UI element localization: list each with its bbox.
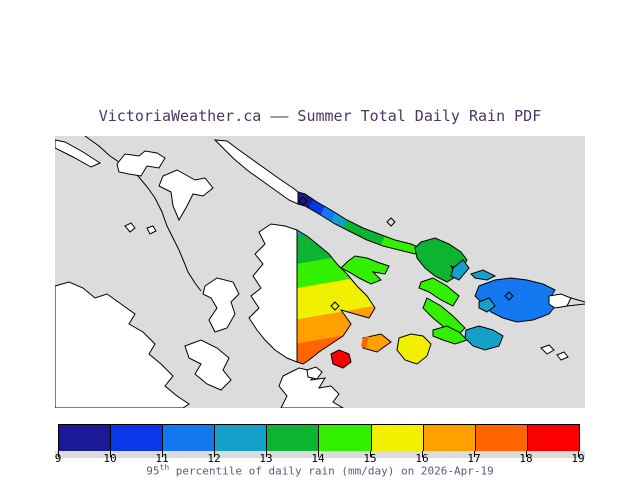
colorbar-tick	[370, 451, 371, 457]
colorbar-tick	[526, 451, 527, 457]
station-marker-icon	[504, 291, 514, 301]
colorbar-tick-label: 13	[259, 452, 273, 465]
white-islet-2	[146, 225, 157, 235]
east-spit-line-1	[570, 297, 585, 303]
lobed-island-center	[340, 255, 390, 285]
colorbar-segment	[110, 425, 163, 451]
mainland-coastline	[84, 136, 202, 292]
colorbar-tick-label: 12	[207, 452, 221, 465]
green-sliver-southeast	[432, 325, 468, 345]
rain-map	[55, 136, 585, 408]
colorbar-tick	[162, 451, 163, 457]
station-markers	[298, 196, 514, 311]
colorbar-tick-label: 19	[571, 452, 585, 465]
twin-island-north	[418, 277, 460, 307]
colorbar-tick-label: 17	[467, 452, 481, 465]
colorbar-tick	[266, 451, 267, 457]
colorbar-tick	[58, 451, 59, 457]
station-marker-icon	[298, 196, 308, 206]
white-island-northwest-1	[116, 150, 166, 177]
large-land-no-data-west	[55, 281, 190, 408]
coastlines	[55, 136, 585, 408]
station-marker-icon	[386, 217, 396, 227]
red-islet	[330, 349, 352, 369]
caption-prefix: 95	[146, 464, 160, 478]
island-east-teal-edge	[450, 259, 470, 281]
central-island-colored	[296, 229, 376, 365]
caption-superscript: th	[159, 463, 170, 472]
yellow-islet	[396, 333, 432, 365]
colorbar-tick	[318, 451, 319, 457]
white-islet-southeast-1	[540, 344, 555, 355]
white-island-northwest-2	[158, 169, 214, 222]
white-islet-south	[306, 366, 323, 380]
colorbar	[58, 424, 580, 452]
colorbar-segment	[422, 425, 475, 451]
caption-suffix: percentile of daily rain (mm/day) on 202…	[169, 464, 494, 478]
central-island-white-part	[248, 223, 298, 363]
colorbar-tick-label: 10	[103, 452, 117, 465]
east-spit-line-2	[566, 303, 585, 307]
teal-sliver-east	[470, 269, 497, 281]
white-islet-southeast-2	[556, 351, 569, 361]
colorbar-tick	[422, 451, 423, 457]
colorbar-segment	[318, 425, 371, 451]
white-lobe-midwest	[202, 277, 240, 333]
teal-islet-southeast	[464, 325, 504, 351]
colorbar-segment	[162, 425, 215, 451]
colorbar-tick-label: 9	[54, 452, 62, 465]
colorbar-tick-label: 14	[311, 452, 325, 465]
white-lobe-inlet-west	[184, 339, 232, 391]
page-title: VictoriaWeather.ca —— Summer Total Daily…	[98, 107, 542, 125]
colorbar-tick	[474, 451, 475, 457]
orange-islet-dark-edge	[361, 336, 369, 349]
map-canvas	[55, 136, 585, 408]
colorbar-segment	[370, 425, 423, 451]
far-east-island-white-tip	[548, 293, 572, 309]
colorbar-tick	[214, 451, 215, 457]
colorbar-segment	[266, 425, 319, 451]
white-islet-1	[124, 222, 136, 233]
colorbar-tick-label: 16	[415, 452, 429, 465]
colorbar-segment	[474, 425, 527, 451]
colorbar-tick	[578, 451, 579, 457]
colorbar-tick-label: 18	[519, 452, 533, 465]
colorbar-caption: 95th percentile of daily rain (mm/day) o…	[0, 463, 640, 478]
colorbar-tick	[110, 451, 111, 457]
colorbar-tick-strip	[55, 451, 585, 458]
colorbar-tick-label: 15	[363, 452, 377, 465]
colorbar-tick-label: 11	[155, 452, 169, 465]
corner-shore-land	[55, 139, 102, 168]
colorbar-segment	[526, 425, 579, 451]
colorbar-segment	[59, 425, 111, 451]
station-marker-icon	[330, 301, 340, 311]
far-east-island-teal-corner	[478, 297, 496, 313]
colorbar-segment	[214, 425, 267, 451]
